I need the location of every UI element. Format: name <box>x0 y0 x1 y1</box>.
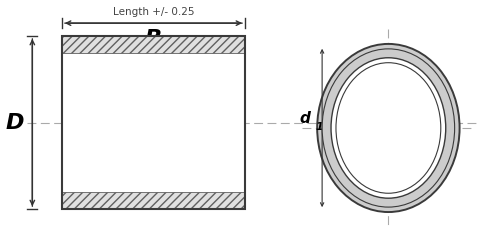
Text: Length +/- 0.25: Length +/- 0.25 <box>113 7 194 17</box>
Text: B: B <box>145 29 162 49</box>
Ellipse shape <box>336 63 441 193</box>
Text: 1: 1 <box>315 122 323 132</box>
Ellipse shape <box>317 44 460 212</box>
Bar <box>62 192 245 209</box>
Ellipse shape <box>322 49 454 207</box>
Bar <box>62 36 245 209</box>
Text: d: d <box>299 111 310 125</box>
Bar <box>62 36 245 53</box>
Ellipse shape <box>331 58 446 198</box>
Bar <box>62 53 245 192</box>
Text: D: D <box>5 113 24 133</box>
